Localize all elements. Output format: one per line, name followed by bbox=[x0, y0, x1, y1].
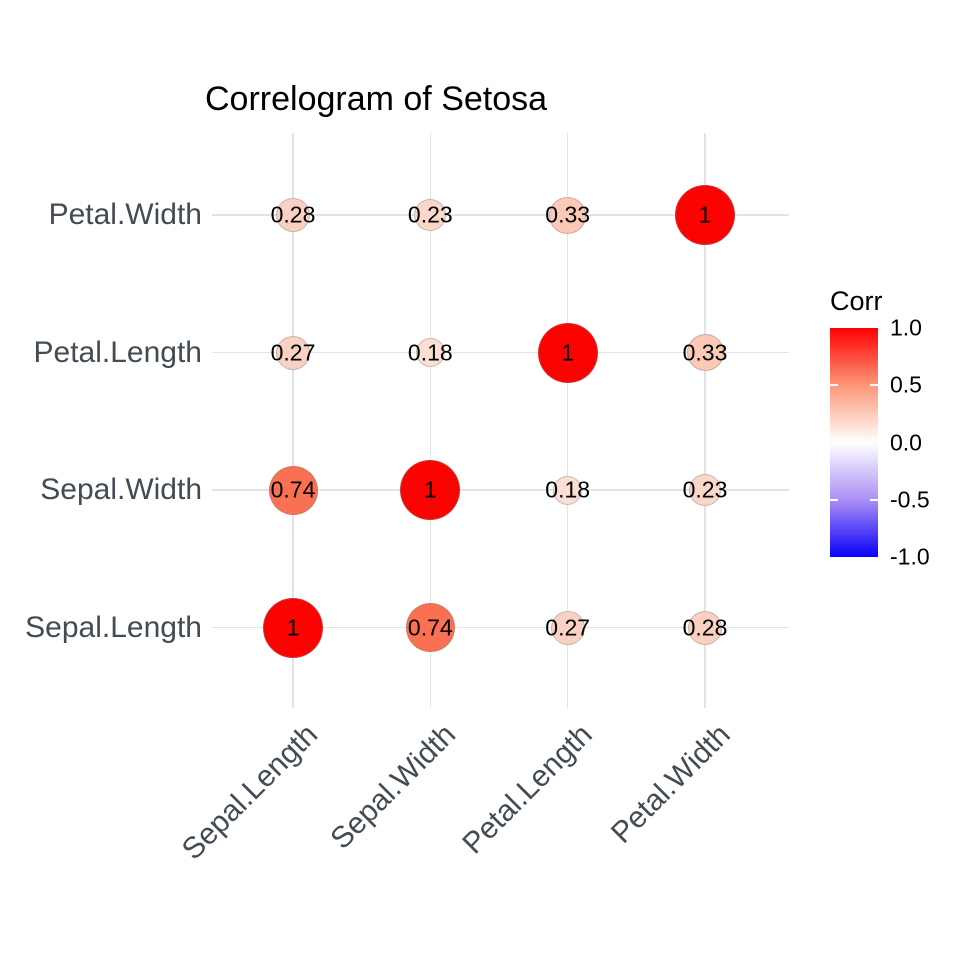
corr-value: 0.23 bbox=[682, 476, 728, 503]
corr-bubble bbox=[675, 185, 735, 245]
corr-bubble bbox=[553, 475, 583, 505]
corr-value: 1 bbox=[286, 614, 300, 640]
gridline-vertical bbox=[429, 133, 432, 708]
corr-bubble bbox=[405, 603, 455, 652]
legend-tick-mark bbox=[830, 498, 838, 501]
legend-tick-label: -1.0 bbox=[890, 543, 930, 570]
corr-bubble bbox=[686, 334, 724, 371]
chart-title: Correlogram of Setosa bbox=[205, 80, 548, 118]
corr-value: 0.74 bbox=[270, 476, 316, 503]
x-axis-label: Sepal.Width bbox=[323, 718, 462, 856]
corr-bubble bbox=[415, 338, 445, 367]
corr-value: 0.27 bbox=[545, 614, 591, 640]
gridline-horizontal bbox=[212, 626, 789, 629]
corr-bubble bbox=[537, 322, 598, 383]
corr-bubble bbox=[276, 335, 310, 370]
corr-value: 0.23 bbox=[407, 201, 453, 228]
corr-value: 0.18 bbox=[545, 476, 591, 503]
corr-value: 1 bbox=[698, 201, 712, 228]
corr-value: 0.28 bbox=[682, 614, 728, 640]
gridline-vertical bbox=[292, 133, 294, 708]
y-axis-label: Sepal.Length bbox=[25, 610, 202, 644]
x-axis-label: Petal.Width bbox=[604, 718, 737, 850]
corr-value: 1 bbox=[561, 339, 575, 365]
corr-bubble bbox=[263, 597, 323, 658]
corr-value: 0.18 bbox=[407, 339, 453, 365]
corr-bubble bbox=[414, 199, 447, 231]
legend-title: Corr bbox=[830, 286, 883, 316]
legend-colorbar bbox=[830, 328, 878, 557]
gridline-horizontal bbox=[212, 489, 789, 491]
legend-tick-label: -0.5 bbox=[890, 486, 930, 513]
gridline-horizontal bbox=[212, 351, 789, 354]
legend-tick-mark bbox=[870, 384, 878, 387]
corr-bubble bbox=[688, 610, 722, 645]
gridline-vertical bbox=[704, 133, 706, 708]
corr-value: 0.33 bbox=[545, 201, 591, 228]
corr-bubble bbox=[549, 196, 587, 234]
corr-value: 0.28 bbox=[270, 201, 316, 228]
legend-tick-label: 1.0 bbox=[890, 314, 922, 341]
corr-bubble bbox=[276, 198, 310, 232]
legend-tick-mark bbox=[830, 384, 838, 387]
corr-value: 1 bbox=[423, 476, 437, 503]
corr-value: 0.27 bbox=[270, 339, 316, 365]
legend: Corr 1.0 0.5 0.0 -0.5 -1.0 bbox=[828, 286, 960, 596]
plot-panel: 0.28 0.23 0.33 1 0.27 0.18 1 0.33 0.74 1 0.18 0.23 1… bbox=[212, 133, 789, 708]
corr-bubble bbox=[400, 460, 461, 520]
gridline-horizontal bbox=[212, 214, 789, 216]
corr-value: 0.74 bbox=[407, 614, 453, 640]
legend-tick-label: 0.5 bbox=[890, 371, 922, 398]
legend-tick-mark bbox=[870, 498, 878, 501]
y-axis-label: Petal.Width bbox=[48, 198, 202, 231]
x-axis-label: Petal.Length bbox=[456, 718, 600, 861]
x-axis-label: Sepal.Length bbox=[175, 718, 325, 867]
corr-bubble bbox=[550, 610, 585, 645]
corr-bubble bbox=[268, 465, 318, 515]
y-axis-label: Petal.Length bbox=[33, 335, 202, 369]
gridline-vertical bbox=[566, 133, 569, 708]
corr-bubble bbox=[689, 474, 721, 506]
y-axis-label: Sepal.Width bbox=[40, 473, 202, 506]
corr-value: 0.33 bbox=[682, 339, 728, 365]
legend-tick-label: 0.0 bbox=[890, 429, 922, 455]
